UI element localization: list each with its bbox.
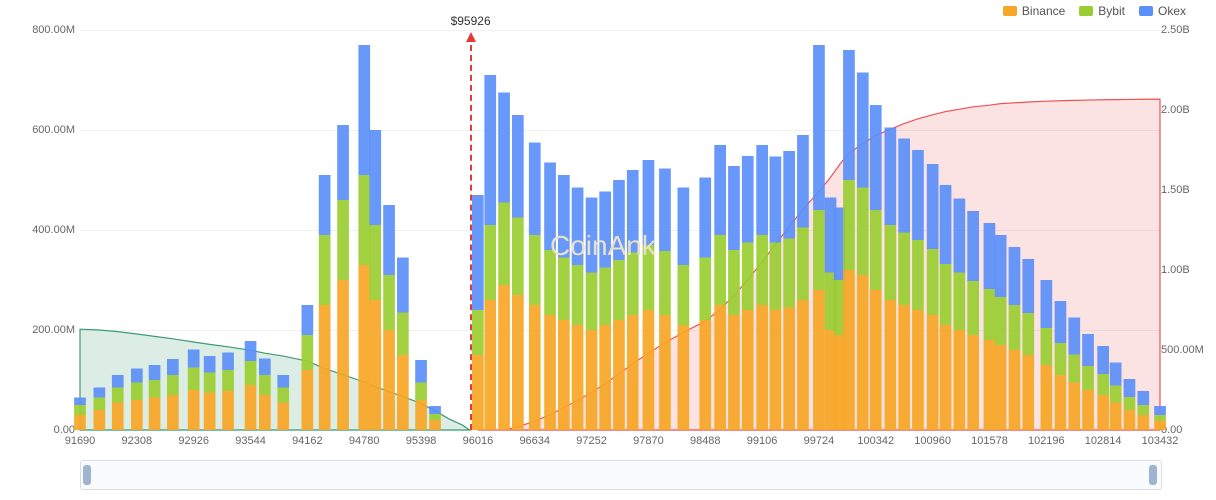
x-tick: 102814: [1085, 435, 1122, 447]
x-tick: 101578: [971, 435, 1008, 447]
x-tick: 100342: [857, 435, 894, 447]
y-tick-right: 500.00M: [1161, 344, 1216, 356]
legend-label: Binance: [1022, 4, 1065, 18]
chart-svg: [80, 30, 1160, 430]
legend-item-okex[interactable]: Okex: [1139, 4, 1186, 18]
price-marker-line: [470, 35, 472, 430]
legend-swatch-okex: [1139, 6, 1153, 16]
chart-container: Binance Bybit Okex 0.00200.00M400.00M600…: [0, 0, 1216, 500]
range-scrubber[interactable]: [80, 460, 1162, 490]
x-tick: 102196: [1028, 435, 1065, 447]
x-tick: 98488: [690, 435, 721, 447]
price-marker-label: $95926: [451, 14, 491, 28]
x-tick: 93544: [235, 435, 266, 447]
chart-legend: Binance Bybit Okex: [1003, 4, 1186, 18]
legend-label: Okex: [1158, 4, 1186, 18]
x-tick: 97252: [576, 435, 607, 447]
legend-label: Bybit: [1098, 4, 1125, 18]
y-tick-right: 2.50B: [1161, 24, 1216, 36]
legend-swatch-binance: [1003, 6, 1017, 16]
x-tick: 92308: [122, 435, 153, 447]
x-tick: 92926: [178, 435, 209, 447]
y-tick-left: 200.00M: [0, 324, 75, 336]
x-axis: 9169092308929269354494162947809539896016…: [80, 435, 1160, 450]
legend-swatch-bybit: [1079, 6, 1093, 16]
x-tick: 91690: [65, 435, 96, 447]
x-tick: 97870: [633, 435, 664, 447]
x-tick: 95398: [406, 435, 437, 447]
x-tick: 100960: [914, 435, 951, 447]
y-tick-left: 600.00M: [0, 124, 75, 136]
price-marker-arrow-icon: [466, 32, 476, 42]
y-axis-left: 0.00200.00M400.00M600.00M800.00M: [0, 30, 75, 430]
x-tick: 94780: [349, 435, 380, 447]
legend-item-bybit[interactable]: Bybit: [1079, 4, 1125, 18]
x-tick: 94162: [292, 435, 323, 447]
scrubber-handle-right[interactable]: [1149, 465, 1157, 485]
y-tick-right: 1.00B: [1161, 264, 1216, 276]
x-tick: 103432: [1142, 435, 1179, 447]
y-tick-left: 400.00M: [0, 224, 75, 236]
x-tick: 96634: [519, 435, 550, 447]
plot-area[interactable]: CoinAnk: [80, 30, 1160, 430]
y-axis-right: 0.00500.00M1.00B1.50B2.00B2.50B: [1161, 30, 1216, 430]
x-tick: 99106: [747, 435, 778, 447]
y-tick-right: 2.00B: [1161, 104, 1216, 116]
legend-item-binance[interactable]: Binance: [1003, 4, 1065, 18]
scrubber-handle-left[interactable]: [83, 465, 91, 485]
y-tick-right: 1.50B: [1161, 184, 1216, 196]
y-tick-left: 800.00M: [0, 24, 75, 36]
x-tick: 96016: [463, 435, 494, 447]
x-tick: 99724: [804, 435, 835, 447]
